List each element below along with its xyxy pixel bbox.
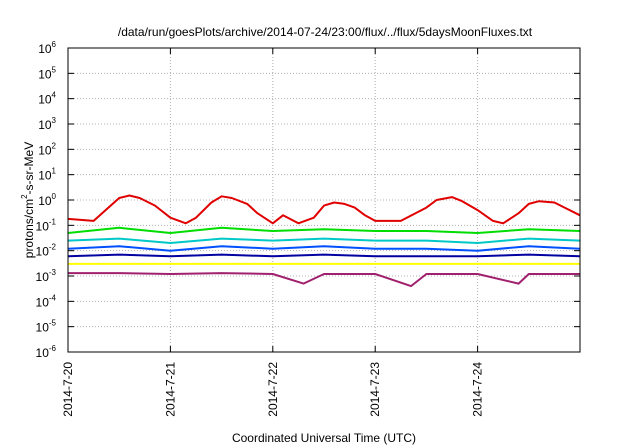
x-tick-label: 2014-7-21 [163,362,177,417]
y-tick-label: 10-1 [36,217,57,233]
y-tick-base: 10 [38,118,52,132]
x-axis-label: Coordinated Universal Time (UTC) [232,431,416,445]
y-axis-label-sup: 2 [20,194,29,199]
series-line-2 [67,226,581,234]
y-axis-ticks: 10-610-510-410-310-210-11001011021031041… [36,40,580,360]
grid [68,48,580,352]
series-line-1 [67,194,581,225]
x-axis-ticks: 2014-7-20 2014-7-21 2014-7-22 2014-7-23 2014… [61,48,485,417]
series-line-4 [67,245,581,252]
y-tick-label: 106 [38,40,56,56]
y-tick-base: 10 [38,194,52,208]
y-tick-base: 10 [36,321,50,335]
y-tick-label: 10-2 [36,243,57,259]
y-tick-label: 100 [38,192,56,208]
y-tick-base: 10 [38,93,52,107]
y-tick-base: 10 [38,42,52,56]
y-tick-label: 10-5 [36,319,57,335]
y-tick-exponent: 6 [52,40,57,49]
y-tick-base: 10 [36,346,50,360]
y-tick-label: 10-6 [36,344,57,360]
y-tick-exponent: -3 [49,268,57,277]
y-tick-exponent: 0 [52,192,57,201]
x-tick-label: 2014-7-24 [471,362,485,417]
y-tick-exponent: -6 [49,344,57,353]
y-tick-exponent: 3 [52,116,57,125]
chart-title: /data/run/goesPlots/archive/2014-07-24/2… [118,25,533,39]
y-tick-base: 10 [36,245,50,259]
y-tick-label: 105 [38,65,56,81]
x-tick-label: 2014-7-20 [61,362,75,417]
y-tick-base: 10 [38,143,52,157]
series-line-5 [67,253,581,258]
y-tick-base: 10 [38,67,52,81]
x-tick-label: 2014-7-23 [368,362,382,417]
y-tick-exponent: -4 [49,293,57,302]
y-tick-base: 10 [38,169,52,183]
y-tick-exponent: -5 [49,319,57,328]
y-axis-label-rest: -s-sr-MeV [22,142,36,195]
x-tick-label: 2014-7-22 [266,362,280,417]
y-tick-base: 10 [36,295,50,309]
series-group [67,194,581,288]
y-tick-label: 104 [38,91,56,107]
y-tick-base: 10 [36,270,50,284]
y-tick-exponent: -2 [49,243,57,252]
series-line-7 [68,272,580,288]
y-tick-label: 10-3 [36,268,57,284]
y-tick-label: 101 [38,167,56,183]
y-tick-base: 10 [36,219,50,233]
y-tick-exponent: -1 [49,217,57,226]
series-line-3 [67,237,581,244]
y-tick-exponent: 5 [52,65,57,74]
y-axis-label: protons/cm2-s-sr-MeV [20,142,36,258]
y-tick-exponent: 4 [52,91,57,100]
y-tick-label: 102 [38,141,56,157]
y-tick-exponent: 1 [52,167,57,176]
y-tick-exponent: 2 [52,141,57,150]
y-tick-label: 10-4 [36,293,57,309]
y-axis-label-main: protons/cm [22,199,36,258]
y-tick-label: 103 [38,116,56,132]
